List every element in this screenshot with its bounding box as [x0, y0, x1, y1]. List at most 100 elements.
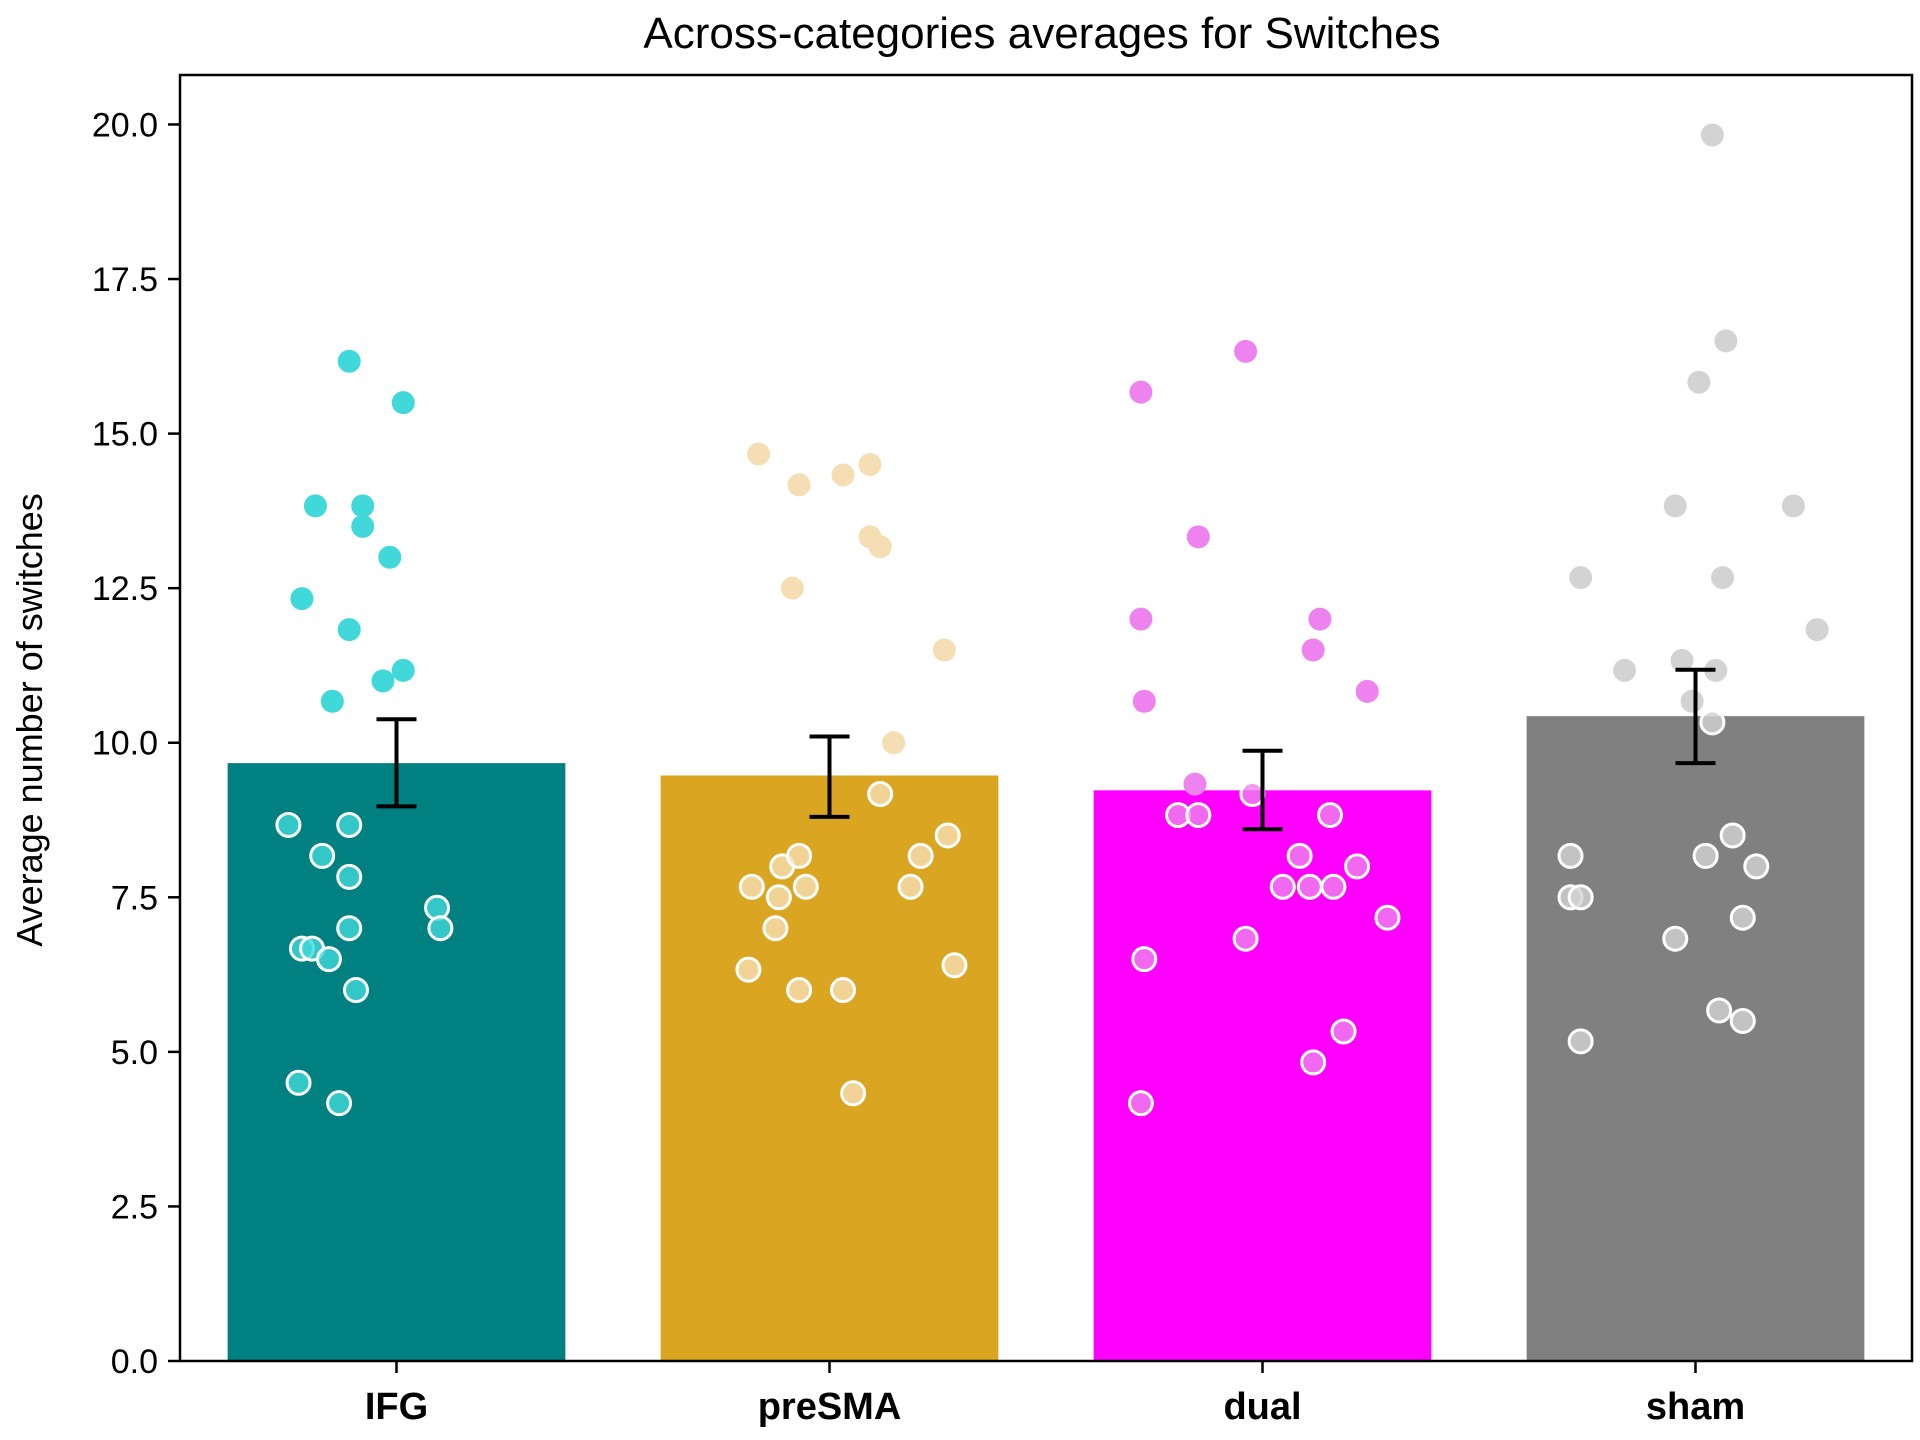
y-tick-label: 10.0: [92, 725, 158, 763]
data-point: [1557, 842, 1584, 869]
data-point: [932, 638, 956, 662]
data-point: [342, 977, 369, 1004]
y-axis-label: Average number of switches: [9, 493, 50, 947]
data-point: [1714, 329, 1738, 353]
data-point: [290, 587, 314, 611]
data-point: [309, 842, 336, 869]
data-point: [320, 689, 344, 713]
data-point: [1805, 618, 1829, 642]
data-point: [867, 781, 894, 808]
data-point: [868, 535, 892, 559]
data-point: [1567, 1028, 1594, 1055]
bar-presma: [660, 775, 999, 1361]
data-point: [747, 442, 771, 466]
data-point: [1706, 997, 1733, 1024]
data-point: [1344, 853, 1371, 880]
data-point: [1131, 946, 1158, 973]
x-tick-label: preSMA: [758, 1386, 902, 1428]
data-point: [882, 731, 906, 755]
plot-frame: [178, 73, 1914, 1363]
data-point: [1301, 638, 1325, 662]
data-point: [1687, 370, 1711, 394]
data-point: [907, 842, 934, 869]
error-bar-dual: [1242, 748, 1283, 832]
data-point: [941, 952, 968, 979]
data-point: [897, 873, 924, 900]
y-tick-label: 17.5: [92, 261, 158, 299]
bar-dual: [1093, 790, 1432, 1361]
data-point: [831, 463, 855, 487]
data-point: [1127, 1090, 1154, 1117]
data-point: [1700, 123, 1724, 147]
data-point: [337, 349, 361, 373]
data-point: [858, 453, 882, 477]
data-point: [1729, 1007, 1756, 1034]
data-point: [1662, 925, 1689, 952]
data-point: [336, 811, 363, 838]
data-point: [1692, 842, 1719, 869]
data-point: [934, 822, 961, 849]
data-point: [1729, 904, 1756, 931]
data-point: [830, 977, 857, 1004]
y-tick-label: 2.5: [111, 1188, 158, 1226]
data-point: [1330, 1018, 1357, 1045]
data-point: [1680, 689, 1704, 713]
plot-area: 0.0 2.5 5.0 7.5 10.0 12.5 15.0 17.5 20.0 IFG preSM…: [92, 73, 1914, 1428]
data-point: [1129, 380, 1153, 404]
data-point: [1781, 494, 1805, 518]
data-point: [1317, 802, 1344, 829]
y-tick-label: 7.5: [111, 879, 158, 917]
data-point: [1374, 904, 1401, 931]
data-point: [1186, 525, 1210, 549]
data-point: [765, 884, 792, 911]
data-point: [391, 391, 415, 415]
data-point: [1743, 853, 1770, 880]
data-point: [738, 873, 765, 900]
data-point: [1719, 822, 1746, 849]
data-point: [1355, 679, 1379, 703]
data-point: [326, 1090, 353, 1117]
data-point: [1129, 607, 1153, 631]
data-point: [840, 1080, 867, 1107]
data-point: [1296, 873, 1323, 900]
data-point: [351, 514, 375, 538]
y-tick-label: 15.0: [92, 416, 158, 454]
error-bar-ifg: [376, 717, 417, 809]
data-point: [792, 873, 819, 900]
data-point: [762, 915, 789, 942]
data-point: [1699, 709, 1726, 736]
data-point: [1300, 1049, 1327, 1076]
data-point: [303, 494, 327, 518]
data-point: [1704, 658, 1728, 682]
data-point: [787, 473, 811, 497]
data-point: [1269, 873, 1296, 900]
x-tick-label: sham: [1646, 1386, 1745, 1428]
data-point: [1320, 873, 1347, 900]
data-point: [337, 618, 361, 642]
data-point: [285, 1069, 312, 1096]
data-point: [336, 863, 363, 890]
data-point: [1308, 607, 1332, 631]
y-tick-label: 0.0: [111, 1343, 158, 1381]
data-point: [1711, 566, 1735, 590]
data-point: [427, 915, 454, 942]
data-point: [336, 915, 363, 942]
data-point: [786, 977, 813, 1004]
x-tick-label: dual: [1223, 1386, 1301, 1428]
y-tick-label: 20.0: [92, 106, 158, 144]
data-point: [1286, 842, 1313, 869]
error-bar-sham: [1675, 667, 1716, 766]
data-point: [735, 956, 762, 983]
data-point: [351, 494, 375, 518]
data-point: [786, 842, 813, 869]
data-point: [378, 545, 402, 569]
data-point: [1567, 884, 1594, 911]
chart-title: Across-categories averages for Switches: [643, 9, 1440, 58]
x-tick-label: IFG: [365, 1386, 428, 1428]
error-bar-presma: [809, 734, 850, 819]
data-point: [1663, 494, 1687, 518]
data-point: [1234, 339, 1258, 363]
data-point: [1183, 772, 1207, 796]
data-point: [371, 669, 395, 693]
